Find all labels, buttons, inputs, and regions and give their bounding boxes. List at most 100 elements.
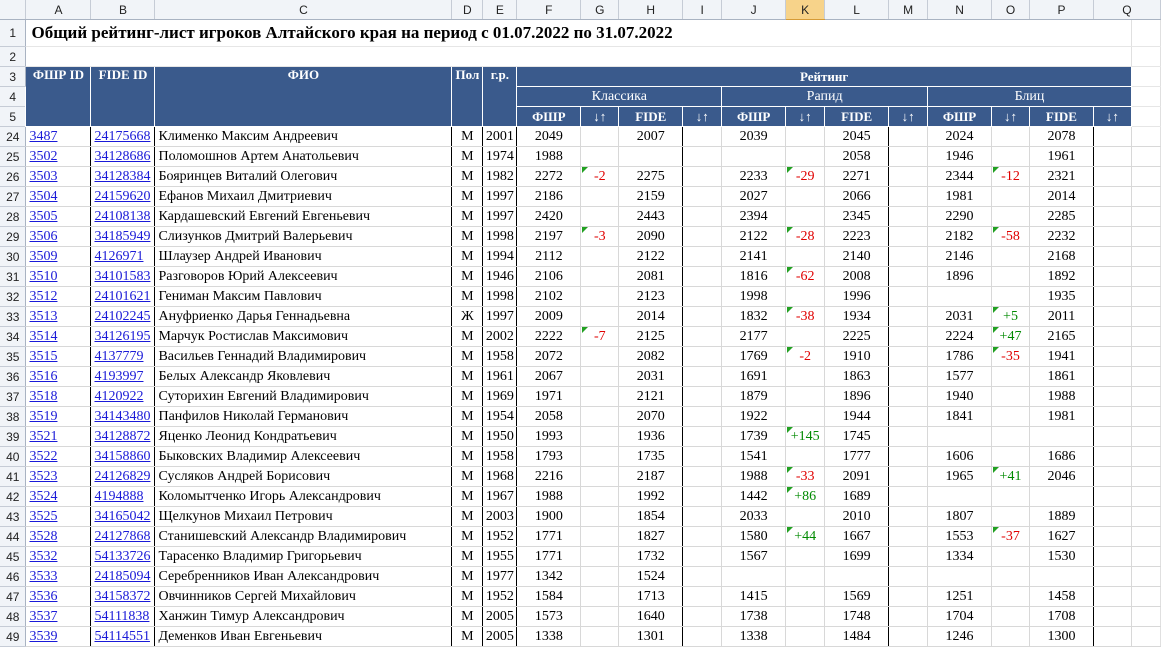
header-classic-fide[interactable]: FIDE: [618, 106, 684, 127]
column-header-f[interactable]: F: [516, 0, 582, 20]
player-name[interactable]: Ануфриенко Дарья Геннадьевна: [154, 306, 453, 327]
rapid-fshr[interactable]: [721, 566, 787, 587]
blitz-fshr[interactable]: 2024: [927, 126, 993, 147]
rapid-fide-delta[interactable]: [888, 226, 929, 247]
classic-fshr[interactable]: 1771: [516, 526, 582, 547]
blitz-fshr-delta[interactable]: [991, 286, 1030, 307]
player-fide-id[interactable]: 4193997: [90, 366, 156, 387]
blitz-fshr-delta[interactable]: +41: [991, 466, 1030, 487]
blitz-fshr-delta[interactable]: [991, 126, 1030, 147]
header-blitz-fshr[interactable]: ФШР: [927, 106, 993, 127]
player-name[interactable]: Разговоров Юрий Алексеевич: [154, 266, 453, 287]
player-fshr-id[interactable]: 3522: [25, 446, 92, 467]
classic-fshr-delta[interactable]: -2: [580, 166, 620, 187]
player-fide-id[interactable]: 24102245: [90, 306, 156, 327]
player-sex[interactable]: М: [451, 386, 484, 407]
blitz-fshr[interactable]: 1246: [927, 626, 993, 647]
classic-fshr-delta[interactable]: [580, 446, 620, 467]
rapid-fshr-delta[interactable]: [785, 386, 826, 407]
player-name[interactable]: Ефанов Михаил Дмитриевич: [154, 186, 453, 207]
player-name[interactable]: Васильев Геннадий Владимирович: [154, 346, 453, 367]
classic-fide[interactable]: 1301: [618, 626, 684, 647]
classic-fshr[interactable]: 1584: [516, 586, 582, 607]
player-birth-year[interactable]: 2005: [482, 606, 518, 627]
player-fide-id[interactable]: 24159620: [90, 186, 156, 207]
row-number[interactable]: 36: [0, 366, 27, 387]
classic-fide[interactable]: 1713: [618, 586, 684, 607]
rapid-fshr[interactable]: 1988: [721, 466, 787, 487]
player-name[interactable]: Гениман Максим Павлович: [154, 286, 453, 307]
player-sex[interactable]: М: [451, 566, 484, 587]
player-fide-id[interactable]: 4137779: [90, 346, 156, 367]
rapid-fide-delta[interactable]: [888, 146, 929, 167]
player-name[interactable]: Суторихин Евгений Владимирович: [154, 386, 453, 407]
player-birth-year[interactable]: 1954: [482, 406, 518, 427]
rapid-fide-delta[interactable]: [888, 266, 929, 287]
player-birth-year[interactable]: 1955: [482, 546, 518, 567]
player-birth-year[interactable]: 1969: [482, 386, 518, 407]
player-sex[interactable]: М: [451, 146, 484, 167]
rapid-fide[interactable]: 2140: [824, 246, 890, 267]
player-sex[interactable]: М: [451, 366, 484, 387]
header-classic-fide-delta[interactable]: ↓↑: [682, 106, 723, 127]
rapid-fide-delta[interactable]: [888, 326, 929, 347]
blitz-fshr[interactable]: [927, 426, 993, 447]
classic-fide-delta[interactable]: [682, 406, 723, 427]
blitz-fide[interactable]: [1029, 566, 1094, 587]
blitz-fshr[interactable]: 2224: [927, 326, 993, 347]
classic-fshr[interactable]: 2420: [516, 206, 582, 227]
player-name[interactable]: Деменков Иван Евгеньевич: [154, 626, 453, 647]
player-fide-id[interactable]: 24127868: [90, 526, 156, 547]
rapid-fide[interactable]: 1569: [824, 586, 890, 607]
header-classic-fshr[interactable]: ФШР: [516, 106, 582, 127]
classic-fshr-delta[interactable]: [580, 586, 620, 607]
classic-fshr[interactable]: 2112: [516, 246, 582, 267]
blitz-fide-delta[interactable]: [1093, 566, 1132, 587]
blitz-fshr[interactable]: [927, 286, 993, 307]
classic-fide-delta[interactable]: [682, 586, 723, 607]
player-fshr-id[interactable]: 3539: [25, 626, 92, 647]
classic-fide-delta[interactable]: [682, 306, 723, 327]
header-blitz-delta[interactable]: ↓↑: [991, 106, 1030, 127]
rapid-fshr-delta[interactable]: [785, 286, 826, 307]
column-header-g[interactable]: G: [580, 0, 620, 20]
player-sex[interactable]: М: [451, 126, 484, 147]
blitz-fshr[interactable]: 1841: [927, 406, 993, 427]
classic-fide[interactable]: 1936: [618, 426, 684, 447]
blitz-fshr-delta[interactable]: [991, 626, 1030, 647]
classic-fide[interactable]: 2007: [618, 126, 684, 147]
classic-fshr-delta[interactable]: [580, 386, 620, 407]
column-header-q[interactable]: Q: [1093, 0, 1161, 20]
rapid-fshr-delta[interactable]: [785, 446, 826, 467]
blitz-fshr-delta[interactable]: [991, 566, 1030, 587]
blitz-fshr-delta[interactable]: -37: [991, 526, 1030, 547]
player-fide-id[interactable]: 54133726: [90, 546, 156, 567]
player-name[interactable]: Слизунков Дмитрий Валерьевич: [154, 226, 453, 247]
header-blitz-fide[interactable]: FIDE: [1028, 106, 1094, 127]
blitz-fshr[interactable]: 1946: [927, 146, 993, 167]
classic-fide[interactable]: 2014: [618, 306, 684, 327]
classic-fide-delta[interactable]: [682, 486, 723, 507]
column-header-m[interactable]: M: [888, 0, 929, 20]
classic-fshr[interactable]: 1988: [516, 486, 582, 507]
blitz-fide[interactable]: 2285: [1029, 206, 1094, 227]
rapid-fshr[interactable]: 1998: [721, 286, 787, 307]
player-birth-year[interactable]: 1946: [482, 266, 518, 287]
player-birth-year[interactable]: 2002: [482, 326, 518, 347]
rapid-fshr-delta[interactable]: [785, 366, 826, 387]
player-name[interactable]: Белых Александр Яковлевич: [154, 366, 453, 387]
sheet-title[interactable]: Общий рейтинг-лист игроков Алтайского кр…: [25, 19, 1132, 47]
rapid-fide[interactable]: 1777: [824, 446, 890, 467]
classic-fshr-delta[interactable]: [580, 526, 620, 547]
player-fide-id[interactable]: 34165042: [90, 506, 156, 527]
classic-fide[interactable]: 2443: [618, 206, 684, 227]
rapid-fshr-delta[interactable]: [785, 586, 826, 607]
classic-fshr[interactable]: 1793: [516, 446, 582, 467]
classic-fshr-delta[interactable]: [580, 466, 620, 487]
row-number[interactable]: 31: [0, 266, 27, 287]
blitz-fshr[interactable]: 1965: [927, 466, 993, 487]
rapid-fshr[interactable]: 2394: [721, 206, 787, 227]
blitz-fshr[interactable]: 2182: [927, 226, 993, 247]
blitz-fide[interactable]: 1988: [1029, 386, 1094, 407]
blitz-fide-delta[interactable]: [1093, 506, 1132, 527]
